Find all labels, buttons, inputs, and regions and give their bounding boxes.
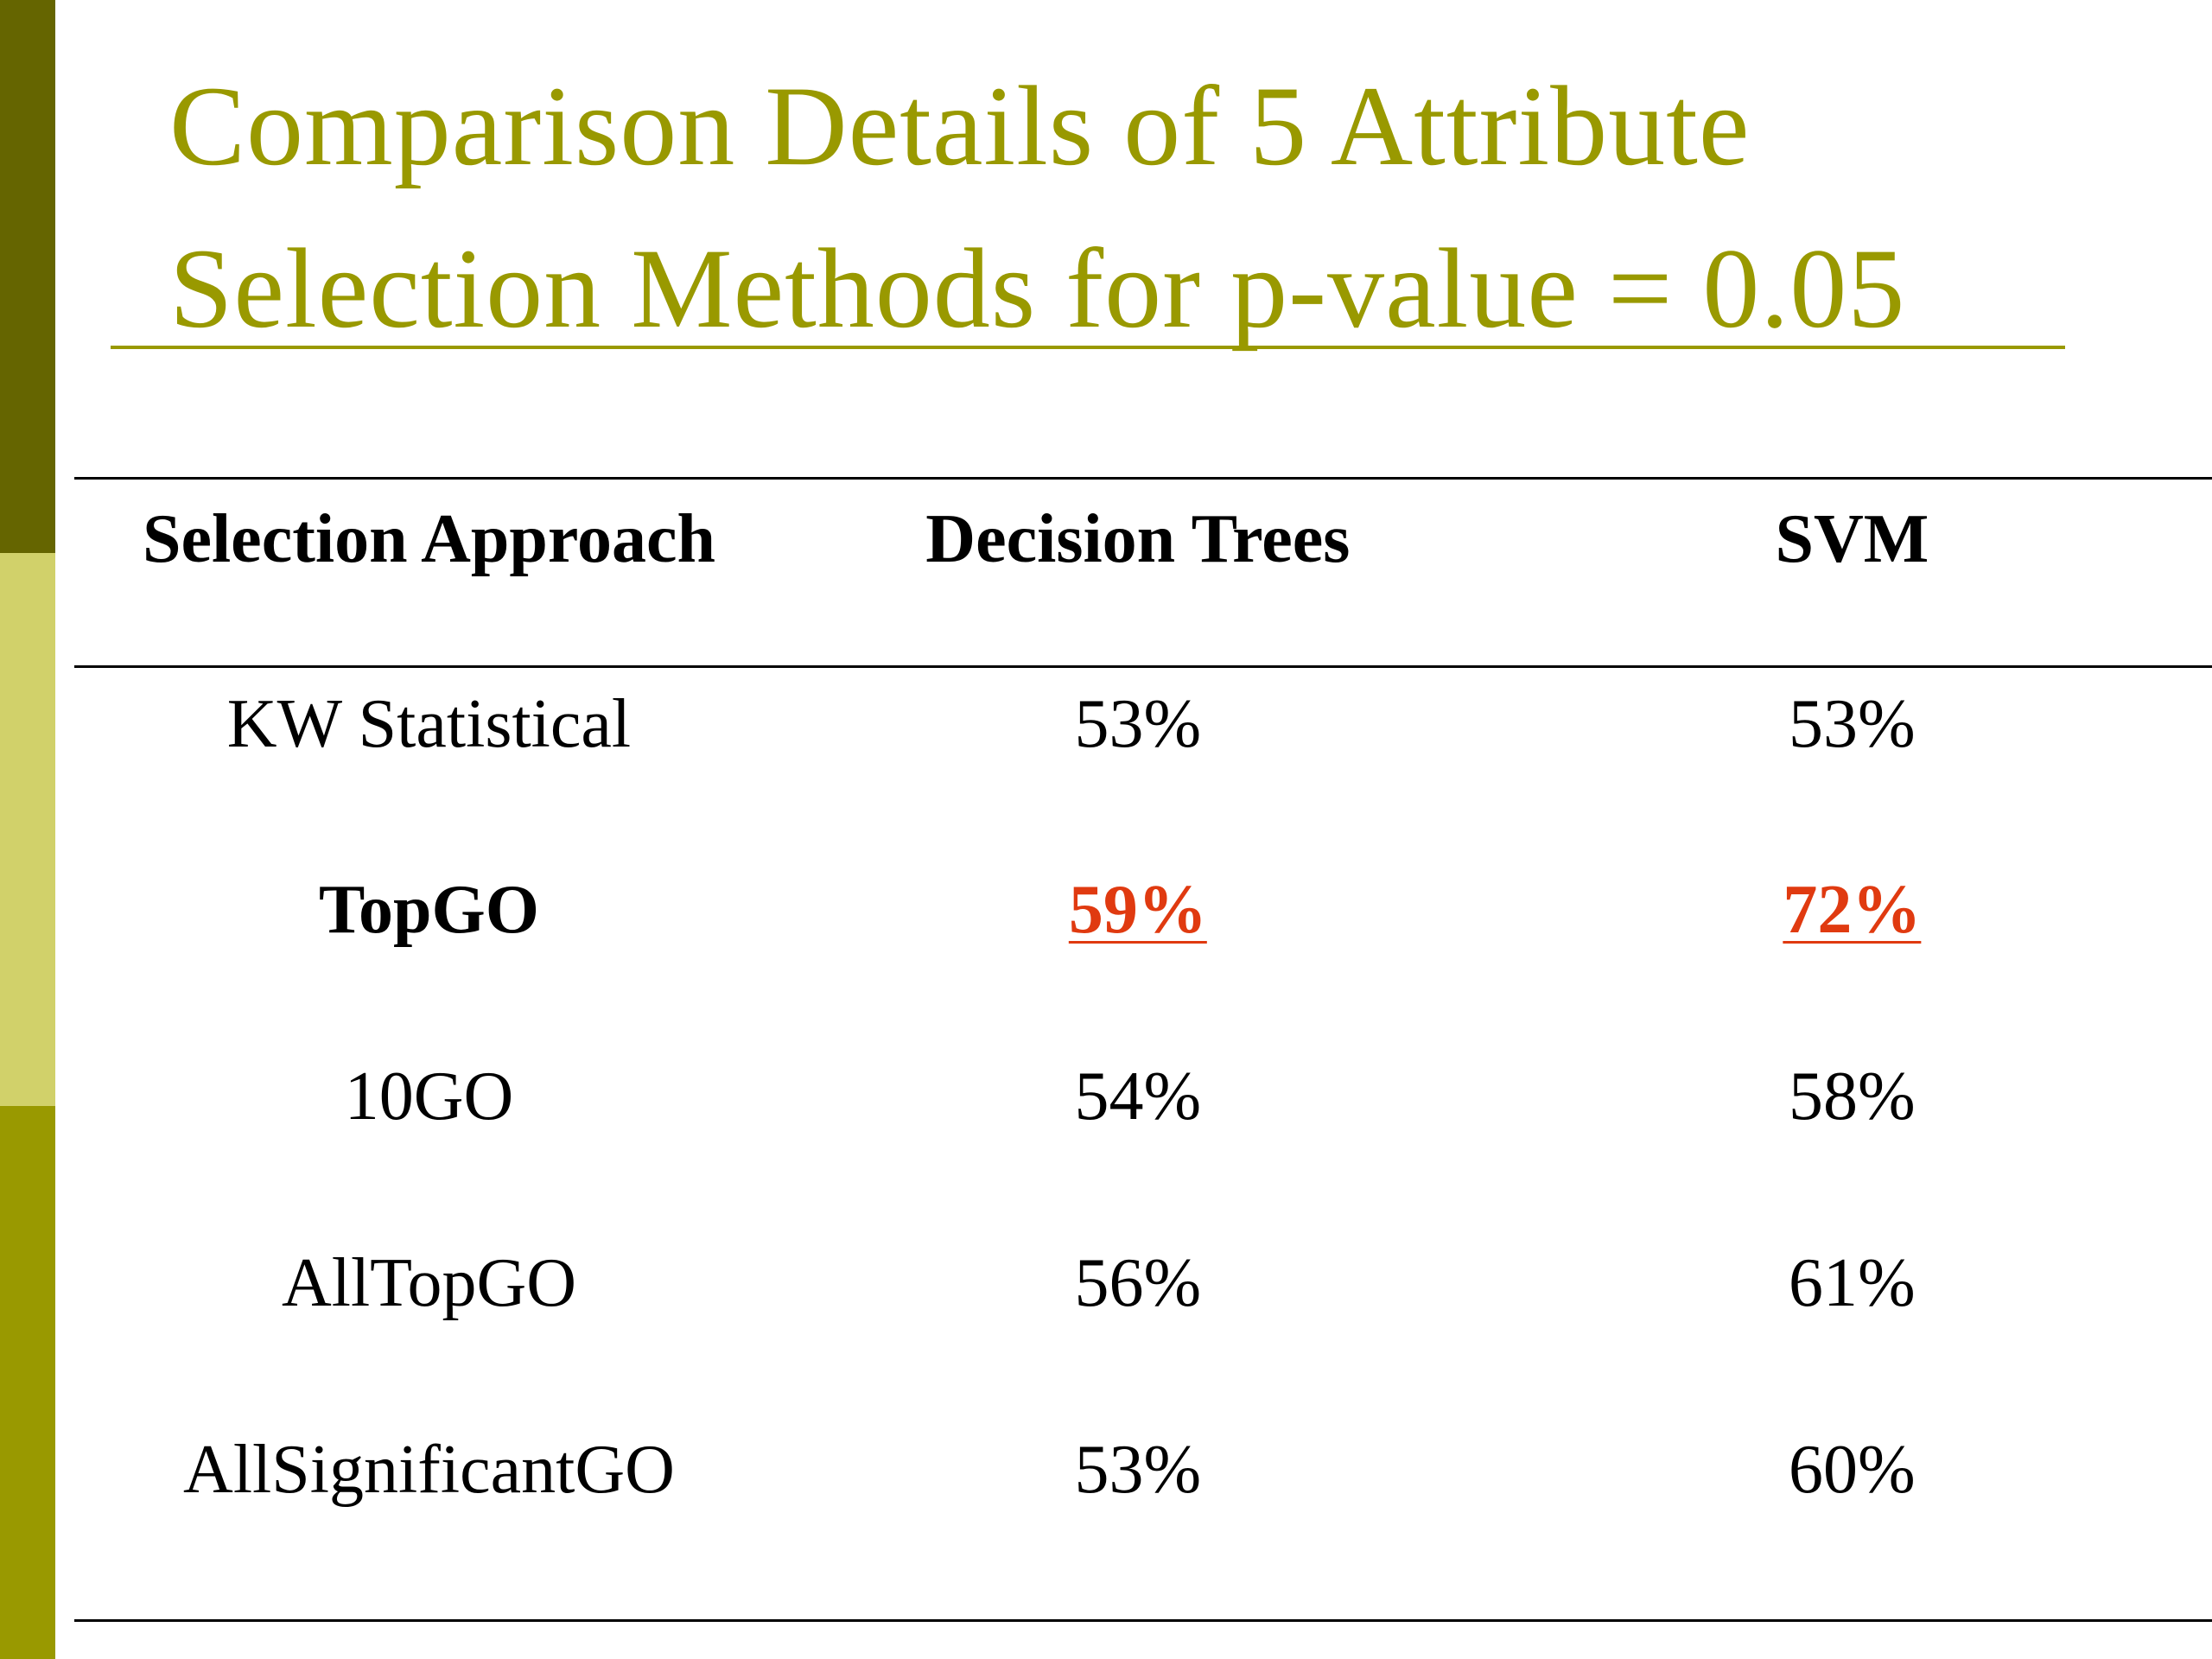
slide-title-line-1: Comparison Details of 5 Attribute <box>169 62 1751 189</box>
title-underline <box>111 346 2065 349</box>
table-header-row: Selection Approach Decision Trees SVM <box>74 478 2212 667</box>
cell-decision-trees: 56% <box>1074 1244 1202 1321</box>
table-row: 10GO 54% 58% <box>74 1040 2212 1227</box>
slide-title: Comparison Details of 5 Attribute Select… <box>169 45 2157 370</box>
table-row-highlighted: TopGO 59% 72% <box>74 854 2212 1040</box>
results-table: Selection Approach Decision Trees SVM KW… <box>74 477 2212 1622</box>
cell-approach: 10GO <box>344 1058 514 1135</box>
cell-decision-trees: 59% <box>784 854 1492 1040</box>
cell-approach: AllSignificantGO <box>183 1431 675 1508</box>
slide-title-line-2: Selection Methods for p-value = 0.05 <box>169 225 1906 352</box>
highlighted-value: 72% <box>1783 871 1922 948</box>
cell-svm: 53% <box>1789 686 1916 762</box>
cell-decision-trees: 54% <box>1074 1058 1202 1135</box>
highlighted-value: 59% <box>1068 871 1207 948</box>
header-selection-approach: Selection Approach <box>142 501 715 577</box>
cell-svm: 58% <box>1789 1058 1916 1135</box>
table-row: AllTopGO 56% 61% <box>74 1227 2212 1414</box>
header-decision-trees: Decision Trees <box>925 501 1351 577</box>
cell-approach: KW Statistical <box>226 686 632 762</box>
results-table-container: Selection Approach Decision Trees SVM KW… <box>74 477 2212 1622</box>
cell-svm: 60% <box>1789 1431 1916 1508</box>
cell-decision-trees: 53% <box>1074 1431 1202 1508</box>
cell-approach: AllTopGO <box>281 1244 576 1321</box>
sidebar-segment-medium <box>0 1106 55 1659</box>
sidebar-segment-light <box>0 553 55 1106</box>
sidebar-segment-dark <box>0 0 55 553</box>
header-svm: SVM <box>1775 501 1929 577</box>
cell-svm: 72% <box>1492 854 2212 1040</box>
cell-approach: TopGO <box>318 871 539 948</box>
table-row: KW Statistical 53% 53% <box>74 667 2212 854</box>
cell-svm: 61% <box>1789 1244 1916 1321</box>
cell-decision-trees: 53% <box>1074 686 1202 762</box>
table-row: AllSignificantGO 53% 60% <box>74 1414 2212 1621</box>
